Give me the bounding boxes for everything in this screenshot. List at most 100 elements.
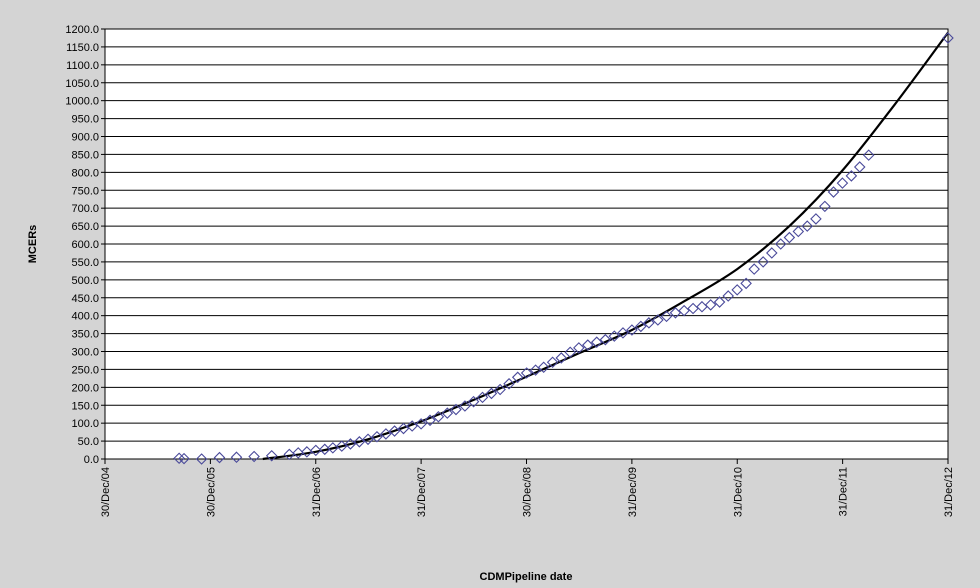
data-point — [283, 448, 296, 461]
x-tick-label: 31/Dec/12 — [943, 467, 955, 517]
data-point — [173, 452, 185, 465]
data-point — [766, 247, 778, 259]
data-point — [853, 161, 866, 173]
y-tick-label: 550.0 — [71, 257, 99, 269]
x-tick-label: 31/Dec/10 — [732, 467, 744, 517]
data-point — [599, 333, 612, 346]
x-axis-ticks: 30/Dec/04 30/Dec/05 31/Dec/06 31/Dec/07 30/D… — [100, 459, 955, 517]
data-point — [450, 403, 462, 416]
data-point — [546, 356, 559, 369]
y-tick-label: 100.0 — [71, 418, 99, 430]
data-point — [459, 400, 471, 412]
y-tick-label: 850.0 — [71, 149, 99, 161]
data-point — [713, 296, 726, 308]
data-point — [213, 451, 226, 464]
data-point — [722, 290, 735, 302]
data-point — [669, 307, 682, 319]
y-tick-label: 250.0 — [71, 364, 99, 376]
data-point — [617, 327, 629, 339]
data-point — [819, 200, 831, 213]
data-point — [810, 213, 822, 225]
data-point — [344, 438, 357, 450]
data-point — [441, 407, 454, 419]
data-point — [353, 436, 366, 448]
x-axis-title: CDMPipeline date — [480, 571, 573, 583]
data-point — [740, 277, 752, 290]
data-point — [388, 425, 401, 437]
y-tick-label: 500.0 — [71, 275, 99, 287]
data-point — [836, 177, 849, 189]
y-tick-label: 150.0 — [71, 400, 99, 412]
y-tick-label: 750.0 — [71, 185, 99, 197]
y-axis-ticks: 0.0 50.0 100.0 150.0 200.0 250.0 300.0 350.0 400… — [65, 24, 105, 466]
data-point — [608, 330, 621, 342]
data-point — [432, 410, 445, 423]
data-point — [529, 364, 542, 376]
data-point — [248, 450, 260, 463]
y-tick-label: 1150.0 — [66, 42, 99, 54]
data-point — [301, 446, 313, 458]
data-point — [555, 352, 568, 364]
data-point — [230, 451, 243, 463]
y-tick-label: 200.0 — [71, 382, 99, 394]
data-point — [494, 383, 506, 396]
y-tick-label: 350.0 — [71, 329, 99, 341]
y-tick-label: 300.0 — [71, 347, 99, 359]
data-point — [380, 428, 392, 440]
y-tick-label: 700.0 — [71, 203, 99, 215]
data-point — [774, 238, 787, 250]
y-tick-label: 450.0 — [71, 293, 99, 305]
data-point — [862, 149, 875, 161]
y-axis-title: MCERs — [27, 225, 39, 264]
x-tick-label: 30/Dec/08 — [522, 467, 534, 517]
data-point — [537, 361, 550, 374]
data-point — [792, 225, 805, 238]
y-tick-label: 0.0 — [84, 454, 99, 466]
data-point — [476, 391, 489, 404]
data-point — [195, 453, 208, 465]
y-tick-label: 900.0 — [71, 132, 99, 144]
y-tick-label: 950.0 — [71, 114, 99, 126]
data-point — [265, 449, 278, 462]
data-point — [424, 414, 436, 427]
data-point — [371, 431, 383, 443]
data-point — [520, 367, 533, 379]
data-point — [748, 263, 760, 275]
data-point — [415, 418, 427, 430]
gridlines — [105, 28, 948, 460]
data-point — [678, 304, 690, 317]
data-point — [652, 314, 664, 326]
data-point — [845, 170, 858, 182]
y-tick-label: 650.0 — [71, 221, 99, 233]
trendline — [262, 31, 949, 461]
y-tick-label: 50.0 — [78, 436, 99, 448]
data-point — [827, 186, 840, 198]
data-point — [573, 342, 585, 354]
y-tick-label: 1200.0 — [65, 24, 99, 36]
data-point — [660, 310, 673, 323]
x-tick-label: 31/Dec/07 — [416, 467, 428, 517]
data-point — [406, 420, 418, 432]
data-point — [643, 317, 655, 329]
data-point — [485, 387, 498, 400]
data-point — [783, 231, 796, 244]
x-tick-label: 30/Dec/04 — [100, 467, 112, 517]
data-point — [336, 440, 348, 452]
x-tick-label: 31/Dec/06 — [311, 467, 323, 517]
y-tick-label: 1100.0 — [66, 60, 99, 72]
data-point — [626, 324, 638, 336]
data-point — [635, 320, 647, 333]
data-point — [704, 299, 717, 311]
data-point — [362, 433, 374, 446]
y-tick-label: 400.0 — [71, 311, 99, 323]
x-tick-label: 30/Dec/05 — [205, 467, 217, 517]
data-point — [757, 256, 769, 268]
data-point — [292, 447, 305, 459]
y-tick-label: 800.0 — [71, 167, 99, 179]
data-point — [178, 452, 190, 465]
data-point — [511, 371, 524, 384]
data-point — [590, 336, 603, 348]
y-tick-label: 1000.0 — [65, 96, 99, 108]
